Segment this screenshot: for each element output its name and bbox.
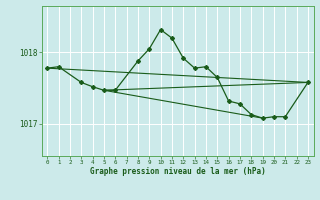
- X-axis label: Graphe pression niveau de la mer (hPa): Graphe pression niveau de la mer (hPa): [90, 167, 266, 176]
